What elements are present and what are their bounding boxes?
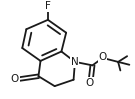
Text: O: O <box>98 52 107 62</box>
Text: F: F <box>45 1 51 11</box>
Text: N: N <box>71 57 79 67</box>
Text: O: O <box>86 78 94 88</box>
Text: O: O <box>11 74 19 84</box>
